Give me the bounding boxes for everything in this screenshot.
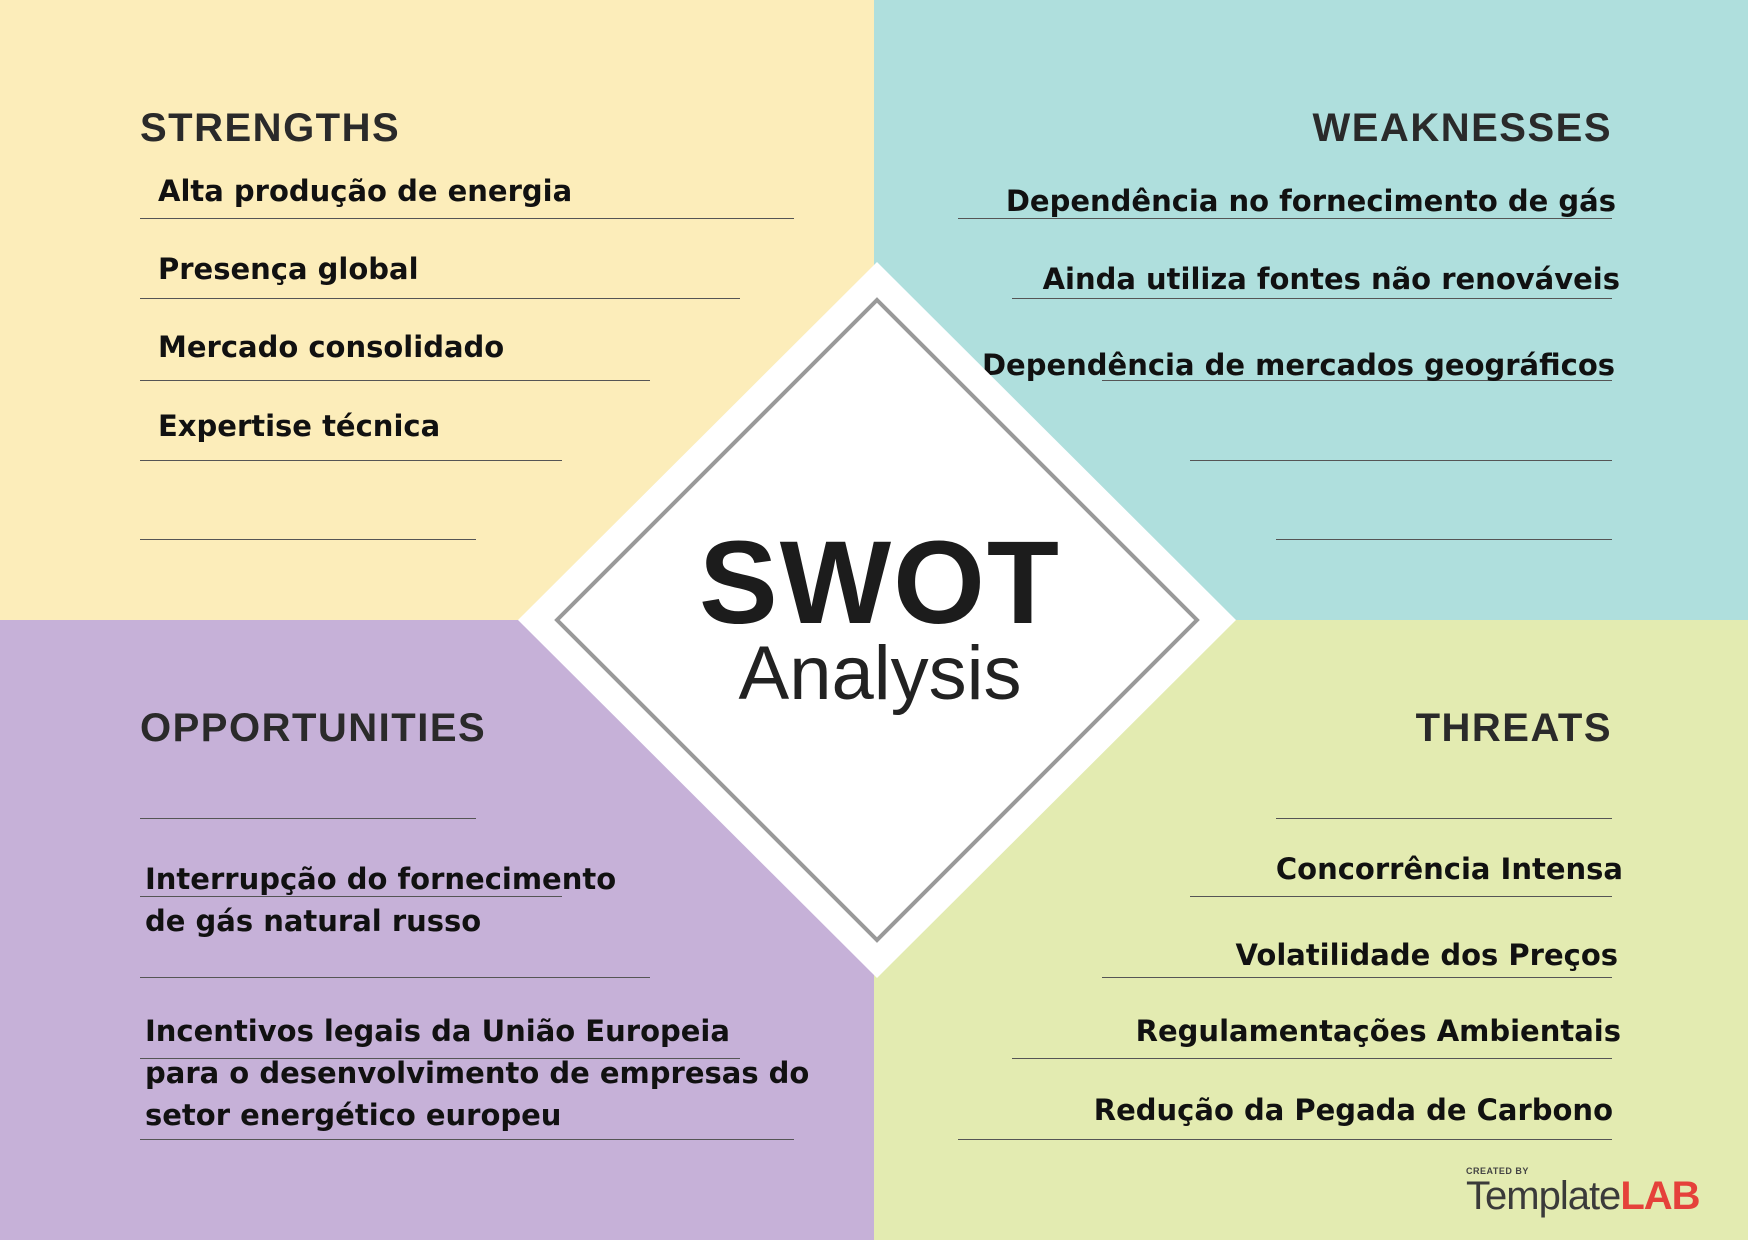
threat-item: Regulamentações Ambientais <box>1135 1014 1621 1048</box>
writing-line <box>1190 460 1612 461</box>
threat-item: Concorrência Intensa <box>1275 852 1623 886</box>
opportunity-item: Interrupção do fornecimento de gás natur… <box>145 862 617 938</box>
diamond-fill <box>518 262 1236 978</box>
logo-wordmark: TemplateLAB <box>1466 1176 1722 1216</box>
weakness-item: Ainda utiliza fontes não renováveis <box>1042 262 1620 296</box>
writing-line <box>140 380 650 381</box>
swot-title: SWOT <box>699 517 1061 649</box>
writing-line <box>1102 380 1612 381</box>
writing-line <box>1012 298 1612 299</box>
writing-line <box>1102 977 1612 978</box>
opportunities-heading: OPPORTUNITIES <box>140 706 487 750</box>
writing-line <box>1012 1058 1612 1059</box>
writing-line <box>140 1058 740 1059</box>
writing-line <box>140 1139 794 1140</box>
writing-line <box>140 298 740 299</box>
writing-line <box>1276 818 1612 819</box>
weakness-item: Dependência de mercados geográficos <box>981 348 1615 382</box>
writing-line <box>140 460 562 461</box>
strengths-heading: STRENGTHS <box>140 106 401 150</box>
writing-line <box>140 818 476 819</box>
weaknesses-heading: WEAKNESSES <box>1312 106 1612 150</box>
writing-line <box>1190 896 1612 897</box>
writing-line <box>958 218 1612 219</box>
analysis-subtitle: Analysis <box>738 631 1022 716</box>
templatelab-logo: CREATED BY TemplateLAB <box>1466 1166 1722 1216</box>
writing-line <box>958 1139 1612 1140</box>
threat-item: Redução da Pegada de Carbono <box>1093 1093 1613 1127</box>
opportunity-item: Incentivos legais da União Europeia para… <box>145 1014 810 1132</box>
weakness-item: Dependência no fornecimento de gás <box>1005 184 1616 218</box>
logo-created-by: CREATED BY <box>1466 1166 1529 1176</box>
logo-wordmark-template: Template <box>1466 1174 1621 1218</box>
writing-line <box>1276 539 1612 540</box>
diamond-outline <box>554 297 1200 943</box>
strength-item: Expertise técnica <box>158 409 441 443</box>
writing-line <box>140 218 794 219</box>
strength-item: Presença global <box>158 252 419 286</box>
logo-wordmark-lab: LAB <box>1620 1174 1700 1218</box>
strength-item: Mercado consolidado <box>158 330 505 364</box>
threat-item: Volatilidade dos Preços <box>1235 938 1618 972</box>
writing-line <box>140 539 476 540</box>
writing-line <box>140 896 562 897</box>
threats-heading: THREATS <box>1415 706 1612 750</box>
writing-line <box>140 977 650 978</box>
strength-item: Alta produção de energia <box>158 174 573 208</box>
